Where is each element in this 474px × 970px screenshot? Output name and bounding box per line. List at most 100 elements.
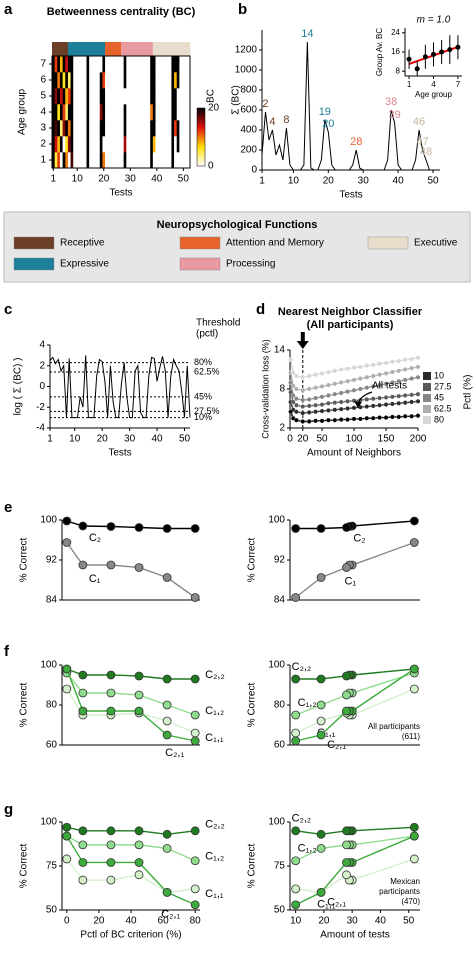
heat-cell	[91, 152, 95, 169]
function-band	[105, 42, 109, 56]
heat-cell	[54, 104, 58, 121]
heat-cell	[94, 152, 98, 169]
x-tick-label: 7	[456, 80, 461, 89]
data-point	[326, 369, 331, 375]
function-band	[131, 42, 135, 56]
data-point	[291, 524, 301, 533]
heat-cell	[136, 72, 140, 89]
data-point	[162, 674, 172, 684]
heat-cell	[187, 88, 191, 105]
heat-cell	[166, 120, 170, 137]
heat-cell	[78, 136, 82, 153]
threshold-label: 27.5%	[194, 406, 220, 416]
heat-cell	[168, 56, 172, 73]
heat-cell	[163, 88, 167, 105]
heat-cell	[107, 88, 111, 105]
heat-cell	[102, 136, 106, 153]
heat-cell	[142, 120, 146, 137]
data-point	[370, 373, 376, 379]
heat-cell	[152, 136, 156, 153]
data-point	[332, 400, 338, 405]
x-tick-label: 20	[98, 174, 110, 185]
data-point	[294, 417, 299, 423]
heat-cell	[176, 152, 180, 169]
heat-cell	[99, 72, 103, 89]
heat-cell	[184, 72, 188, 89]
heat-cell	[59, 104, 63, 121]
heat-cell	[147, 152, 151, 169]
data-point	[313, 402, 318, 408]
heat-cell	[187, 56, 191, 73]
x-tick-label: 80	[190, 916, 202, 927]
function-band	[144, 42, 148, 56]
heat-cell	[128, 120, 132, 137]
heat-cell	[73, 72, 77, 89]
function-band	[86, 42, 90, 56]
data-point	[190, 710, 200, 720]
heat-cell	[118, 120, 122, 137]
x-tick-label: 60	[158, 916, 170, 927]
heat-cell	[179, 88, 183, 105]
data-point	[377, 361, 382, 366]
heat-cell	[158, 88, 162, 105]
heat-cell	[158, 72, 162, 89]
heat-cell	[118, 56, 122, 73]
heat-cell	[78, 88, 82, 105]
heat-cell	[97, 120, 101, 137]
y-tick-label: 50	[46, 905, 58, 916]
heat-cell	[139, 120, 143, 137]
data-point	[300, 410, 306, 416]
heat-cell	[152, 120, 156, 137]
heat-cell	[166, 72, 170, 89]
data-point	[342, 690, 351, 700]
data-point	[415, 364, 421, 370]
heat-cell	[81, 120, 85, 137]
data-point	[383, 402, 389, 407]
series-name: C₁,₂	[298, 843, 317, 855]
peak-label: 28	[350, 136, 362, 148]
data-point	[78, 688, 88, 698]
x-tick-label: 30	[125, 174, 137, 185]
data-point	[78, 826, 88, 836]
panel-letter: e	[4, 499, 12, 516]
data-point	[190, 856, 200, 866]
data-point	[106, 560, 116, 570]
heat-cell	[97, 104, 101, 121]
heat-cell	[142, 72, 146, 89]
x-tick-label: 30	[347, 916, 359, 927]
function-band	[113, 42, 116, 56]
data-point	[319, 384, 325, 389]
x-axis-label: Tests	[339, 190, 362, 201]
y-axis-label: % Correct	[19, 683, 30, 728]
data-point	[106, 688, 116, 698]
series-line	[289, 357, 419, 379]
heat-cell	[184, 136, 188, 153]
heat-cell	[107, 136, 111, 153]
legend-swatch	[367, 236, 409, 250]
heat-cell	[121, 56, 124, 73]
heat-cell	[144, 120, 148, 137]
data-point	[294, 373, 299, 379]
heat-cell	[86, 56, 90, 73]
data-point	[342, 523, 351, 532]
heat-cell	[168, 72, 172, 89]
heat-cell	[139, 152, 143, 169]
heat-cell	[62, 88, 66, 105]
heat-cell	[73, 104, 77, 121]
threshold-label: 45%	[194, 391, 212, 401]
threshold-label: 10%	[194, 412, 212, 422]
y-tick-label: 80	[46, 700, 58, 711]
data-point	[390, 359, 395, 365]
x-tick-label: 20	[297, 434, 309, 445]
series-line	[289, 411, 419, 423]
heat-cell	[128, 72, 132, 89]
function-band	[54, 42, 58, 56]
heat-cell	[91, 120, 95, 137]
data-point	[106, 840, 116, 850]
heat-cell	[171, 152, 175, 169]
heat-cell	[105, 152, 109, 169]
series-name: C₂,₂	[205, 819, 225, 831]
heat-cell	[123, 72, 127, 89]
heat-cell	[187, 152, 191, 169]
data-point	[409, 399, 414, 405]
